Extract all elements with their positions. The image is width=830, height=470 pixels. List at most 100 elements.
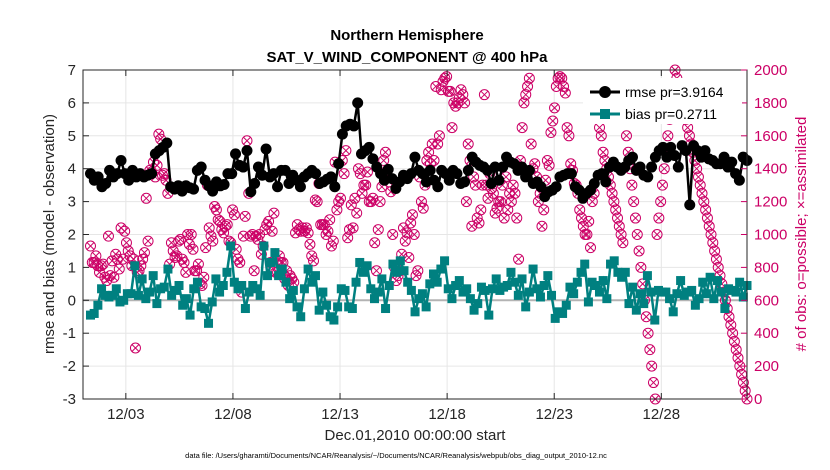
obs-cross — [208, 237, 217, 245]
y-right-tick-label: 1600 — [754, 128, 787, 145]
obs-cross — [547, 128, 555, 137]
obs-circle — [221, 219, 233, 231]
bias-series-point — [506, 267, 516, 277]
bias-series-point — [229, 277, 239, 287]
obs-marker — [703, 220, 715, 232]
obs-marker — [520, 89, 532, 101]
obs-circle — [475, 204, 487, 216]
obs-circle — [523, 72, 535, 84]
y-left-tick-label: 6 — [68, 95, 76, 112]
obs-circle — [351, 207, 363, 219]
obs-cross — [642, 312, 651, 321]
obs-marker — [730, 344, 742, 356]
bias-series-point — [263, 271, 273, 281]
bias-series-point — [661, 287, 671, 297]
obs-cross — [566, 159, 575, 168]
obs-circle — [536, 220, 548, 232]
bias-series-point — [170, 285, 180, 295]
obs-circle — [611, 212, 623, 224]
obs-circle — [153, 128, 165, 140]
obs-circle — [647, 377, 659, 389]
obs-cross — [539, 205, 548, 214]
rmse-series-point — [363, 141, 375, 153]
bias-series-point — [480, 285, 490, 295]
obs-cross — [86, 242, 95, 250]
obs-marker — [129, 342, 141, 354]
obs-cross — [692, 164, 701, 173]
bias-series-point — [373, 287, 383, 297]
obs-circle — [507, 179, 519, 191]
data-file-footnote: data file: /Users/gharamti/Documents/NCA… — [185, 451, 607, 460]
y-left-tick-label: 1 — [68, 259, 76, 276]
obs-marker — [360, 179, 372, 191]
obs-cross — [358, 189, 366, 198]
obs-marker — [692, 171, 704, 183]
rmse-series-point — [188, 183, 200, 195]
rmse-series-point — [565, 168, 577, 180]
obs-cross — [707, 230, 715, 239]
obs-circle — [138, 247, 150, 259]
obs-circle — [631, 229, 643, 240]
obs-circle — [451, 97, 463, 109]
obs-circle — [732, 352, 744, 364]
obs-marker — [705, 229, 717, 240]
obs-circle — [563, 130, 575, 142]
rmse-series-point — [237, 161, 249, 173]
obs-marker — [327, 235, 339, 247]
bias-series-point — [642, 271, 652, 281]
obs-circle — [227, 204, 239, 216]
obs-marker — [635, 261, 647, 273]
obs-marker — [538, 204, 550, 216]
obs-cross — [369, 194, 377, 203]
obs-marker — [266, 225, 278, 237]
obs-marker — [511, 212, 523, 224]
obs-cross — [435, 131, 444, 140]
obs-cross — [629, 197, 638, 206]
obs-cross — [176, 235, 185, 244]
obs-cross — [649, 378, 658, 387]
obs-cross — [714, 263, 723, 272]
obs-marker — [140, 192, 152, 204]
obs-cross — [507, 197, 516, 206]
obs-cross — [437, 85, 446, 94]
obs-marker — [655, 196, 667, 208]
bias-series-point — [358, 267, 368, 277]
obs-circle — [617, 237, 629, 249]
bias-series-point — [89, 308, 99, 318]
obs-cross — [93, 261, 102, 270]
obs-marker — [518, 97, 530, 109]
rmse-series-point — [333, 158, 345, 170]
obs-marker — [335, 192, 347, 204]
bias-series-point — [465, 294, 475, 304]
obs-marker — [102, 230, 114, 242]
obs-cross — [212, 205, 221, 214]
obs-cross — [442, 72, 451, 81]
bias-series-point — [598, 276, 608, 286]
bias-series-point — [281, 277, 291, 287]
rmse-series-point — [493, 174, 505, 186]
rmse-series-point — [733, 174, 745, 186]
obs-circle — [610, 204, 622, 216]
obs-marker — [653, 212, 665, 224]
obs-cross — [250, 266, 259, 275]
obs-cross — [352, 209, 361, 217]
obs-circle — [556, 72, 568, 84]
obs-circle — [552, 72, 564, 84]
obs-circle — [129, 342, 141, 354]
obs-marker — [507, 179, 519, 191]
bias-series-point — [676, 276, 686, 286]
bias-series-point — [646, 287, 656, 297]
obs-circle — [541, 154, 553, 166]
obs-cross — [101, 273, 109, 282]
obs-marker — [710, 253, 722, 265]
obs-marker — [585, 242, 597, 254]
rmse-series — [84, 97, 753, 211]
bias-series-point — [716, 287, 726, 297]
obs-cross — [694, 173, 703, 181]
rmse-series-point — [668, 150, 680, 162]
bias-series-point — [469, 305, 479, 315]
x-tick-label: 12/23 — [535, 406, 573, 423]
obs-circle — [117, 253, 129, 265]
obs-circle — [585, 242, 597, 254]
